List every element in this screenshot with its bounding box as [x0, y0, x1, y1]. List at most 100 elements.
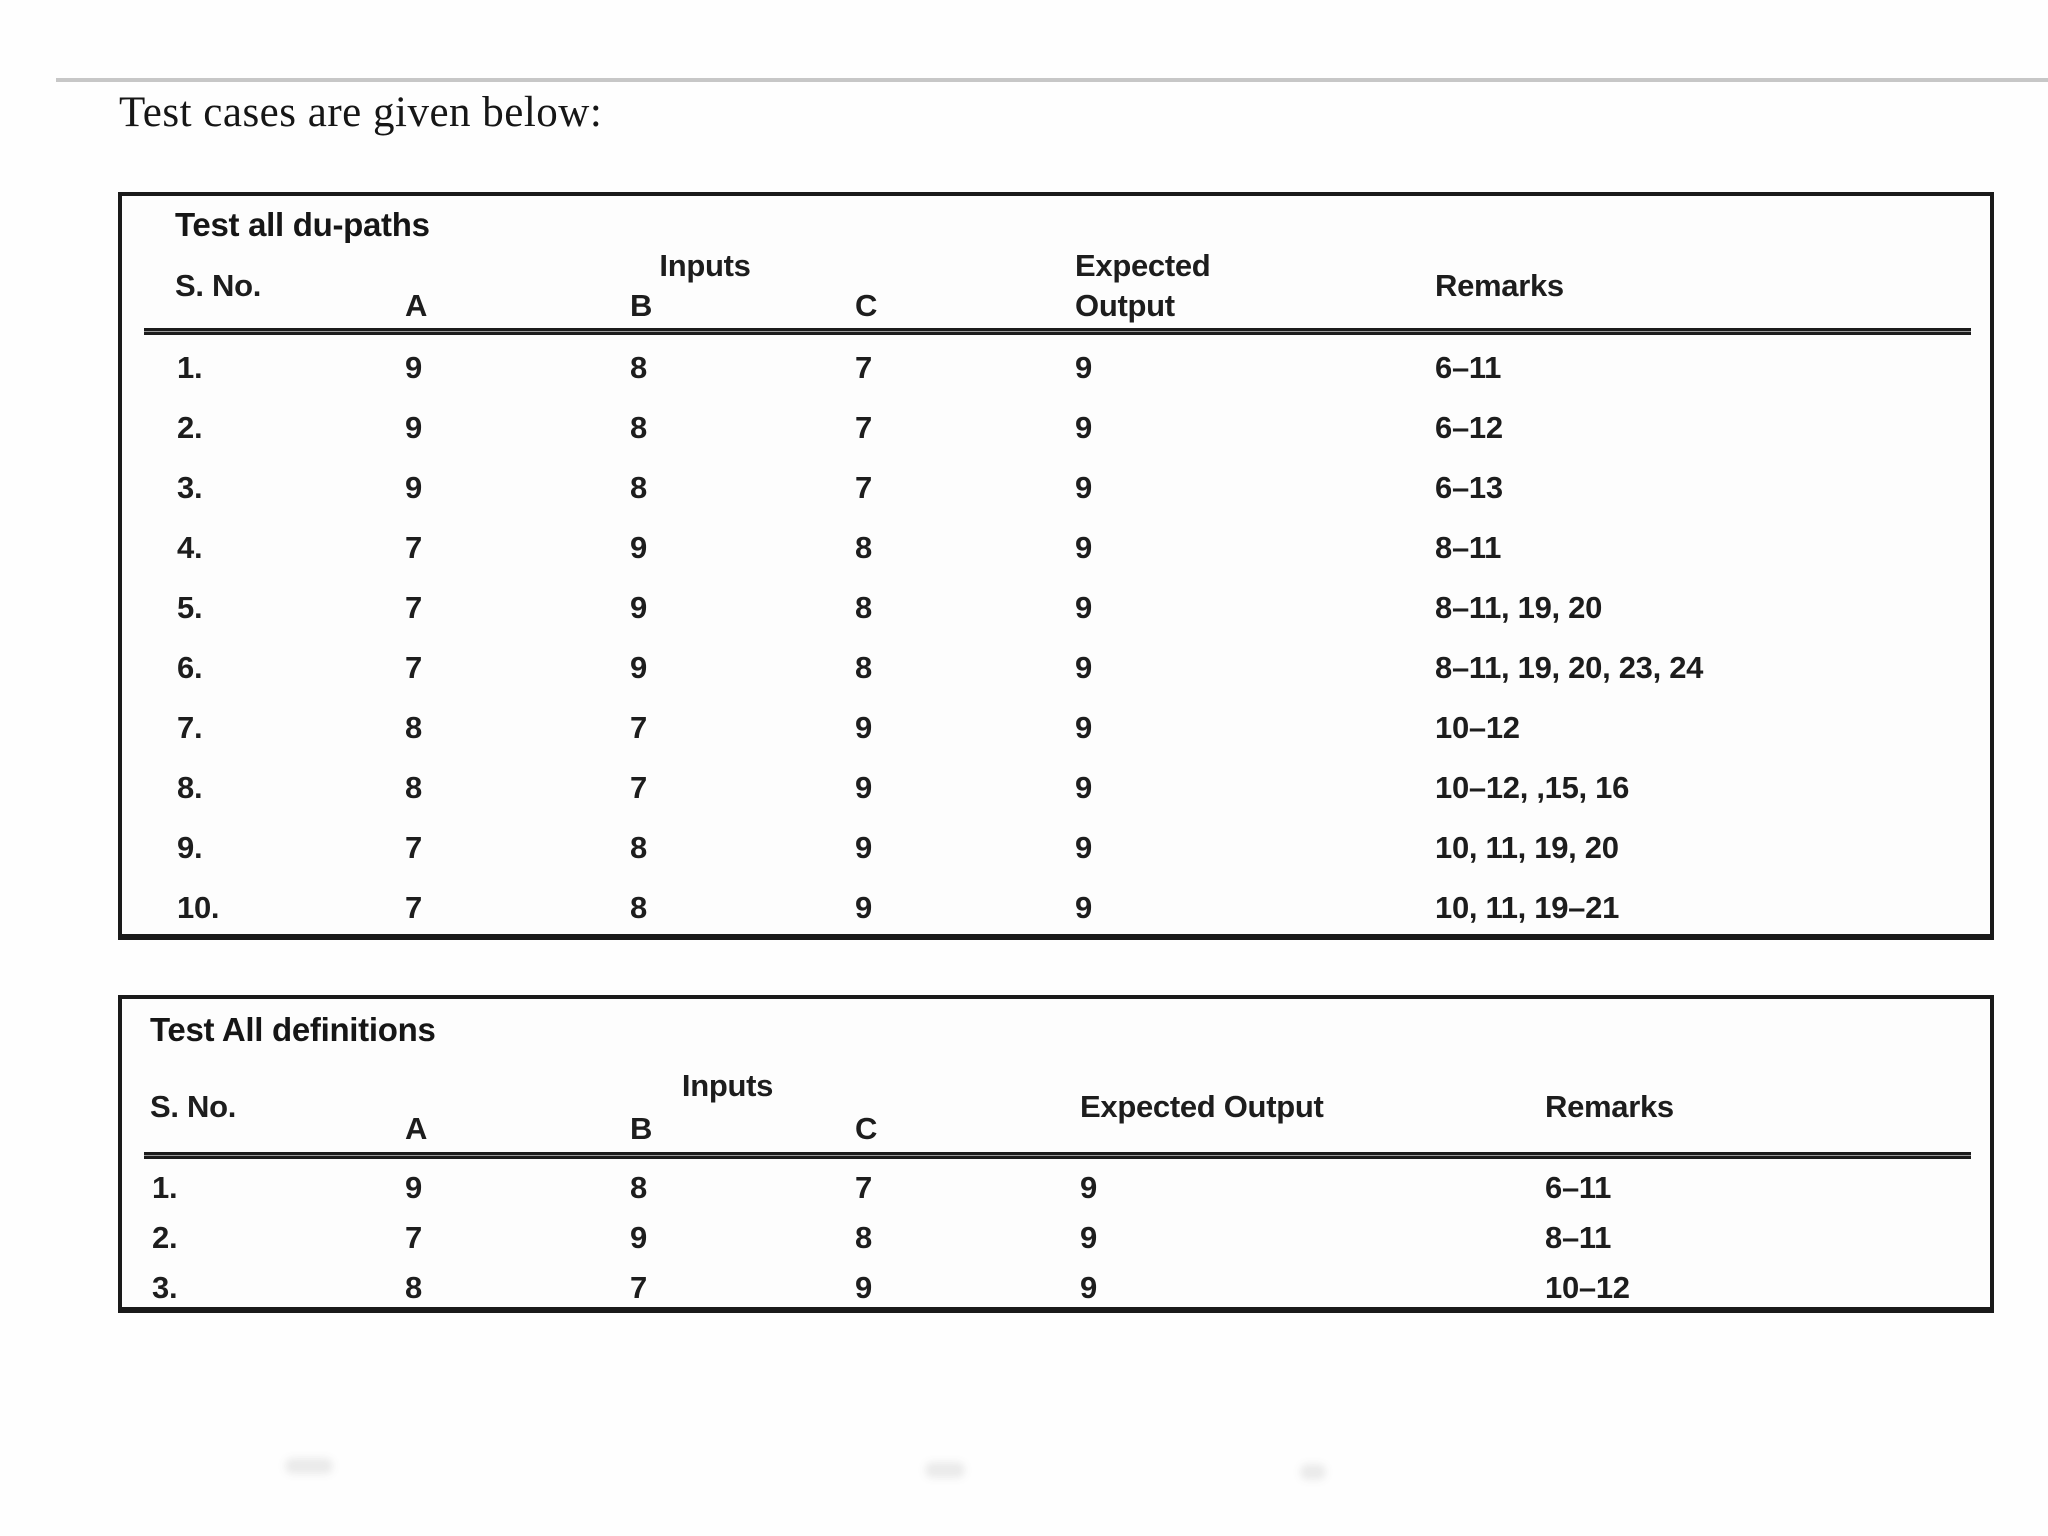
cell-input-c: 9 [855, 1270, 872, 1305]
table-row: 1. 9 8 7 9 6–11 [122, 338, 1990, 398]
cell-remarks: 10, 11, 19–21 [1435, 890, 1620, 925]
cell-sno: 2. [152, 1220, 178, 1255]
col-header-remarks: Remarks [1545, 1089, 1674, 1124]
cell-input-b: 9 [630, 590, 647, 625]
cell-input-c: 7 [855, 1170, 872, 1205]
scan-smudge-artifact [285, 1458, 333, 1474]
cell-input-b: 8 [630, 830, 647, 865]
cell-expected-output: 9 [1075, 470, 1092, 505]
cell-input-a: 7 [405, 650, 422, 685]
col-header-inputs-group: Inputs [659, 248, 751, 283]
cell-input-a: 7 [405, 530, 422, 565]
cell-sno: 8. [177, 770, 203, 805]
cell-sno: 4. [177, 530, 203, 565]
col-header-sno: S. No. [175, 268, 262, 303]
cell-expected-output: 9 [1080, 1170, 1097, 1205]
cell-sno: 2. [177, 410, 203, 445]
cell-remarks: 6–11 [1435, 350, 1502, 385]
cell-input-a: 8 [405, 770, 422, 805]
cell-remarks: 8–11, 19, 20 [1435, 590, 1603, 625]
cell-input-c: 9 [855, 770, 872, 805]
cell-input-c: 7 [855, 470, 872, 505]
cell-input-b: 9 [630, 1220, 647, 1255]
cell-input-a: 8 [405, 710, 422, 745]
cell-remarks: 10–12 [1435, 710, 1520, 745]
cell-expected-output: 9 [1075, 350, 1092, 385]
cell-input-b: 8 [630, 350, 647, 385]
col-header-input-b: B [630, 288, 653, 323]
cell-expected-output: 9 [1075, 770, 1092, 805]
cell-input-a: 9 [405, 410, 422, 445]
cell-remarks: 6–13 [1435, 470, 1503, 505]
cell-remarks: 8–11 [1545, 1220, 1612, 1255]
cell-expected-output: 9 [1075, 710, 1092, 745]
cell-input-c: 9 [855, 890, 872, 925]
cell-input-b: 7 [630, 1270, 647, 1305]
cell-input-c: 8 [855, 1220, 872, 1255]
table-row: 3. 9 8 7 9 6–13 [122, 458, 1990, 518]
col-header-input-a: A [405, 1111, 428, 1146]
col-header-inputs-group: Inputs [681, 1068, 774, 1103]
cell-sno: 3. [177, 470, 203, 505]
cell-expected-output: 9 [1075, 830, 1092, 865]
cell-sno: 1. [177, 350, 203, 385]
cell-input-c: 8 [855, 590, 872, 625]
cell-input-c: 7 [855, 410, 872, 445]
table-title: Test All definitions [150, 1011, 436, 1048]
cell-input-a: 7 [405, 890, 422, 925]
table-row: 2. 7 9 8 9 8–11 [122, 1213, 1990, 1263]
col-header-input-b: B [630, 1111, 653, 1146]
col-header-expected-output: Expected Output [1080, 1089, 1324, 1124]
cell-input-c: 8 [855, 650, 872, 685]
table-row: 1. 9 8 7 9 6–11 [122, 1163, 1990, 1213]
col-header-input-a: A [405, 288, 428, 323]
cell-remarks: 10, 11, 19, 20 [1435, 830, 1619, 865]
table-body: 1. 9 8 7 9 6–11 2. 7 9 8 9 8–11 3. 8 7 [122, 1159, 1990, 1313]
cell-remarks: 10–12 [1545, 1270, 1630, 1305]
table-header: S. No. Inputs A B C Expected Output Rema… [122, 1064, 1990, 1150]
page-title: Test cases are given below: [119, 89, 603, 136]
table-row: 7. 8 7 9 9 10–12 [122, 698, 1990, 758]
table-row: 4. 7 9 8 9 8–11 [122, 518, 1990, 578]
table-row: 5. 7 9 8 9 8–11, 19, 20 [122, 578, 1990, 638]
cell-expected-output: 9 [1075, 530, 1092, 565]
cell-sno: 9. [177, 830, 203, 865]
table-row: 9. 7 8 9 9 10, 11, 19, 20 [122, 818, 1990, 878]
cell-input-a: 7 [405, 830, 422, 865]
top-divider-rule [56, 78, 2048, 82]
cell-sno: 1. [152, 1170, 178, 1205]
cell-expected-output: 9 [1080, 1220, 1097, 1255]
cell-expected-output: 9 [1075, 410, 1092, 445]
du-paths-table: Test all du-paths S. No. Inputs A B C Ex… [118, 192, 1994, 940]
cell-expected-output: 9 [1080, 1270, 1097, 1305]
table-row: 6. 7 9 8 9 8–11, 19, 20, 23, 24 [122, 638, 1990, 698]
cell-input-c: 8 [855, 530, 872, 565]
cell-input-c: 7 [855, 350, 872, 385]
table-row: 10. 7 8 9 9 10, 11, 19–21 [122, 878, 1990, 938]
cell-input-a: 7 [405, 1220, 422, 1255]
table-row: 2. 9 8 7 9 6–12 [122, 398, 1990, 458]
cell-input-b: 9 [630, 650, 647, 685]
table-row: 8. 8 7 9 9 10–12, ,15, 16 [122, 758, 1990, 818]
cell-remarks: 8–11 [1435, 530, 1502, 565]
cell-sno: 6. [177, 650, 203, 685]
cell-input-a: 9 [405, 1170, 422, 1205]
cell-sno: 3. [152, 1270, 178, 1305]
cell-sno: 7. [177, 710, 203, 745]
cell-remarks: 8–11, 19, 20, 23, 24 [1435, 650, 1704, 685]
cell-input-a: 8 [405, 1270, 422, 1305]
header-separator-rule [144, 328, 1971, 335]
cell-expected-output: 9 [1075, 890, 1092, 925]
table-header: S. No. Inputs A B C Expected Output Rema… [122, 246, 1990, 326]
cell-remarks: 10–12, ,15, 16 [1435, 770, 1630, 805]
col-header-expected-output: Expected Output [1075, 248, 1211, 323]
col-header-input-c: C [855, 1111, 878, 1146]
cell-input-b: 9 [630, 530, 647, 565]
cell-input-b: 7 [630, 770, 647, 805]
cell-input-b: 7 [630, 710, 647, 745]
header-separator-rule [144, 1152, 1971, 1159]
col-header-input-c: C [855, 288, 878, 323]
cell-remarks: 6–12 [1435, 410, 1503, 445]
cell-sno: 5. [177, 590, 203, 625]
cell-input-b: 8 [630, 470, 647, 505]
